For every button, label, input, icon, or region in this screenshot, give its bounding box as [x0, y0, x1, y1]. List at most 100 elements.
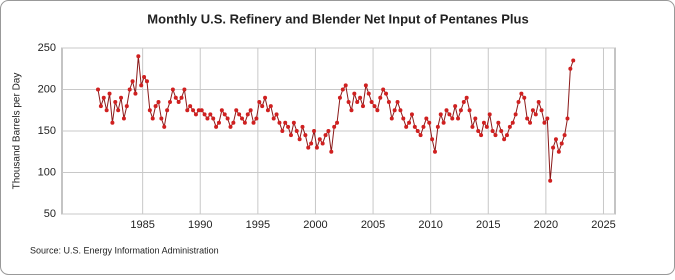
x-tick-label: 1985: [130, 219, 154, 231]
data-point: [245, 112, 250, 117]
data-point: [265, 108, 270, 113]
data-point: [395, 99, 400, 104]
data-point: [193, 112, 198, 117]
data-point: [366, 91, 371, 96]
data-point: [490, 129, 495, 133]
data-point: [309, 141, 314, 146]
data-point: [386, 99, 391, 104]
data-point: [435, 124, 440, 129]
data-point: [153, 104, 158, 109]
data-point: [571, 58, 576, 63]
x-tick-label: 2010: [418, 219, 442, 231]
data-point: [165, 108, 170, 113]
data-point: [191, 108, 196, 113]
data-point: [159, 116, 164, 121]
data-point: [398, 108, 403, 113]
data-point: [355, 99, 360, 104]
data-point: [291, 120, 296, 125]
data-point: [202, 112, 207, 117]
data-point: [280, 129, 285, 133]
data-point: [268, 104, 273, 109]
x-tick-label: 1990: [188, 219, 212, 231]
data-point: [286, 124, 291, 129]
data-point: [542, 120, 547, 125]
data-point: [369, 99, 374, 104]
x-tick-label: 2000: [303, 219, 327, 231]
data-point: [559, 141, 564, 146]
data-point: [231, 120, 236, 125]
data-point: [234, 108, 239, 113]
data-point: [271, 116, 276, 121]
data-point: [525, 116, 530, 121]
data-point: [418, 133, 423, 138]
data-point: [568, 66, 573, 71]
data-point: [257, 99, 262, 104]
data-point: [504, 133, 509, 138]
data-point: [461, 99, 466, 104]
data-point: [447, 112, 452, 117]
data-point: [176, 99, 181, 104]
data-point: [121, 116, 126, 121]
data-point: [441, 120, 446, 125]
y-tick-label: 50: [44, 208, 56, 220]
data-point: [113, 99, 118, 104]
chart-title: Monthly U.S. Refinery and Blender Net In…: [147, 11, 528, 26]
data-point: [116, 108, 121, 113]
data-point: [401, 116, 406, 121]
data-point: [283, 120, 288, 125]
data-point: [219, 108, 224, 113]
x-tick-label: 1995: [246, 219, 270, 231]
data-point: [337, 95, 342, 100]
data-point: [553, 137, 558, 142]
data-point: [326, 129, 331, 133]
data-point: [150, 116, 155, 121]
data-point: [127, 87, 132, 92]
data-point: [98, 104, 103, 109]
data-point: [513, 112, 518, 117]
data-point: [473, 116, 478, 121]
data-point: [277, 120, 282, 125]
data-point: [412, 124, 417, 129]
data-point: [375, 108, 380, 113]
data-point: [110, 120, 115, 125]
data-point: [421, 124, 426, 129]
data-point: [303, 133, 308, 138]
data-point: [360, 104, 365, 109]
data-point: [548, 178, 553, 183]
data-point: [173, 95, 178, 100]
data-point: [352, 91, 357, 96]
data-point: [438, 112, 443, 117]
data-point: [450, 116, 455, 121]
data-point: [499, 129, 504, 133]
data-point: [479, 133, 484, 138]
data-point: [378, 95, 383, 100]
data-point: [516, 99, 521, 104]
data-point: [507, 124, 512, 129]
data-point: [432, 149, 437, 154]
data-point: [502, 137, 507, 142]
data-point: [470, 124, 475, 129]
data-point: [294, 129, 299, 133]
data-point: [476, 129, 481, 133]
data-point: [214, 124, 219, 129]
data-point: [179, 95, 184, 100]
data-point: [168, 99, 173, 104]
data-point: [274, 112, 279, 117]
x-tick-label: 2015: [476, 219, 500, 231]
data-point: [136, 54, 141, 59]
data-point: [456, 116, 461, 121]
data-point: [297, 137, 302, 142]
data-point: [199, 108, 204, 113]
source: Source: U.S. Energy Information Administ…: [30, 245, 219, 255]
data-point: [528, 120, 533, 125]
data-point: [481, 120, 486, 125]
data-point: [107, 91, 112, 96]
data-point: [306, 145, 311, 150]
data-point: [346, 99, 351, 104]
data-point: [130, 79, 135, 84]
data-point: [222, 112, 227, 117]
data-point: [536, 99, 541, 104]
data-point: [242, 120, 247, 125]
data-point: [139, 83, 144, 88]
